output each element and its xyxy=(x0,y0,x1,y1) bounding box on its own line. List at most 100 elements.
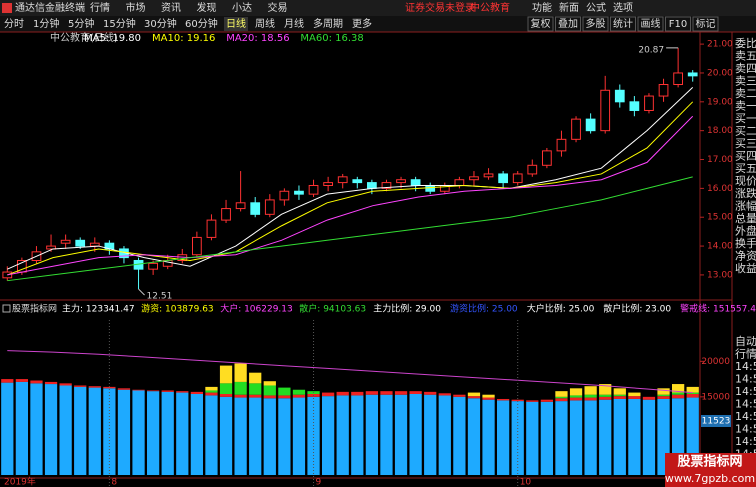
menu-item[interactable]: 新面 xyxy=(559,1,579,14)
period-tab[interactable]: 60分钟 xyxy=(185,17,218,30)
volume-segment xyxy=(657,394,670,397)
menu-item[interactable]: 行情 xyxy=(90,1,110,14)
indicator-legend: 股票指标网 xyxy=(12,303,57,315)
ma-label: MA60: 16.38 xyxy=(300,33,363,44)
candle-body xyxy=(498,173,508,184)
tool-button-label[interactable]: 画线 xyxy=(641,17,661,30)
low-label: 12.51 xyxy=(147,292,173,302)
volume-segment xyxy=(1,382,14,475)
volume-segment xyxy=(117,389,131,475)
period-tab[interactable]: 30分钟 xyxy=(144,17,177,30)
volume-segment xyxy=(263,385,276,396)
period-tab[interactable]: 更多 xyxy=(352,17,372,30)
candle-body xyxy=(337,176,348,184)
side-label: 总量 xyxy=(735,211,756,225)
side-label: 收益 xyxy=(735,261,756,275)
volume-segment xyxy=(672,384,685,393)
volume-segment xyxy=(263,381,276,386)
period-tab[interactable]: 多周期 xyxy=(313,17,343,30)
side-label: 14:50 xyxy=(735,373,756,386)
period-tab[interactable]: 分时 xyxy=(4,18,24,30)
side-label: 买一 xyxy=(735,112,756,125)
side-label: 委比 xyxy=(735,37,756,50)
date-label: 2019年 xyxy=(4,476,36,487)
volume-segment xyxy=(1,379,14,383)
menu-item[interactable]: 选项 xyxy=(613,1,633,14)
volume-segment xyxy=(15,379,28,382)
volume-segment xyxy=(599,394,612,397)
low-pointer xyxy=(138,288,145,296)
side-label: 14:50 xyxy=(735,435,756,448)
menu-item[interactable]: 功能 xyxy=(532,1,552,14)
volume-segment xyxy=(351,391,364,396)
volume-segment xyxy=(497,398,510,401)
period-tab[interactable]: 15分钟 xyxy=(103,17,136,30)
current-value: 11523 xyxy=(702,417,731,427)
volume-segment xyxy=(74,385,87,387)
candle-body xyxy=(396,179,406,184)
volume-segment xyxy=(555,401,568,475)
side-label: 卖一 xyxy=(735,100,756,113)
watermark-url: www.7gpzb.com xyxy=(665,472,755,485)
candle-body xyxy=(323,182,333,186)
side-label: 换手 xyxy=(735,236,756,250)
y-tick-label: 19.00 xyxy=(707,97,733,107)
candle-body xyxy=(556,138,567,152)
watermark-box xyxy=(665,453,756,487)
tool-button-label[interactable]: 复权 xyxy=(531,17,551,30)
candle-body xyxy=(250,202,261,215)
volume-segment xyxy=(642,399,656,475)
tool-button xyxy=(665,16,691,32)
side-label: 现价 xyxy=(735,175,756,188)
volume-segment xyxy=(584,397,597,401)
candle-body xyxy=(512,173,523,184)
side-label: 涨幅 xyxy=(735,200,756,213)
volume-segment xyxy=(584,394,597,398)
menu-item[interactable]: 市场 xyxy=(126,1,146,14)
volume-segment xyxy=(30,380,43,384)
volume-segment xyxy=(147,391,160,475)
y-tick-label: 13.00 xyxy=(707,270,733,280)
menu-item[interactable]: 公式 xyxy=(586,1,606,14)
volume-segment xyxy=(249,372,262,384)
menu-item[interactable]: 资讯 xyxy=(161,2,181,14)
volume-segment xyxy=(540,399,553,402)
volume-segment xyxy=(59,385,72,475)
tool-button-label[interactable]: 叠加 xyxy=(558,18,578,30)
side-label: 14:50 xyxy=(735,385,756,398)
period-tab[interactable]: 月线 xyxy=(284,17,304,30)
tool-button-label[interactable]: F10 xyxy=(669,19,687,30)
period-tab[interactable]: 5分钟 xyxy=(68,17,94,30)
menu-item[interactable]: 小达 xyxy=(232,2,252,14)
volume-segment xyxy=(599,384,612,395)
volume-segment xyxy=(613,388,626,395)
volume-segment xyxy=(628,398,641,475)
side-label: 卖三 xyxy=(735,75,756,88)
period-tab[interactable]: 1分钟 xyxy=(33,17,59,30)
volume-segment xyxy=(234,363,247,382)
volume-segment xyxy=(599,399,612,475)
period-tab[interactable]: 周线 xyxy=(255,17,275,30)
candle-body xyxy=(658,84,669,97)
tool-button-label[interactable]: 统计 xyxy=(613,17,633,30)
candle-body xyxy=(235,202,246,210)
side-label: 行情 xyxy=(735,348,756,361)
candle-body xyxy=(381,182,392,189)
side-label: 买二 xyxy=(735,125,756,138)
notice[interactable]: 证券交易未登录 xyxy=(405,1,475,14)
volume-segment xyxy=(234,394,247,398)
tool-button xyxy=(692,16,719,32)
period-tab[interactable]: 日线 xyxy=(226,17,246,30)
volume-segment xyxy=(15,381,28,475)
volume-segment xyxy=(234,381,247,395)
volume-segment xyxy=(613,394,626,397)
menu-item[interactable]: 发现 xyxy=(197,1,217,14)
side-label: 买四 xyxy=(735,150,756,163)
tool-button-label[interactable]: 标记 xyxy=(696,18,716,30)
side-label: 14:50 xyxy=(735,398,756,411)
volume-segment xyxy=(686,394,699,398)
menu-item[interactable]: 交易 xyxy=(268,1,288,14)
volume-segment xyxy=(44,381,58,385)
volume-segment xyxy=(249,383,262,395)
tool-button-label[interactable]: 多股 xyxy=(586,17,606,30)
